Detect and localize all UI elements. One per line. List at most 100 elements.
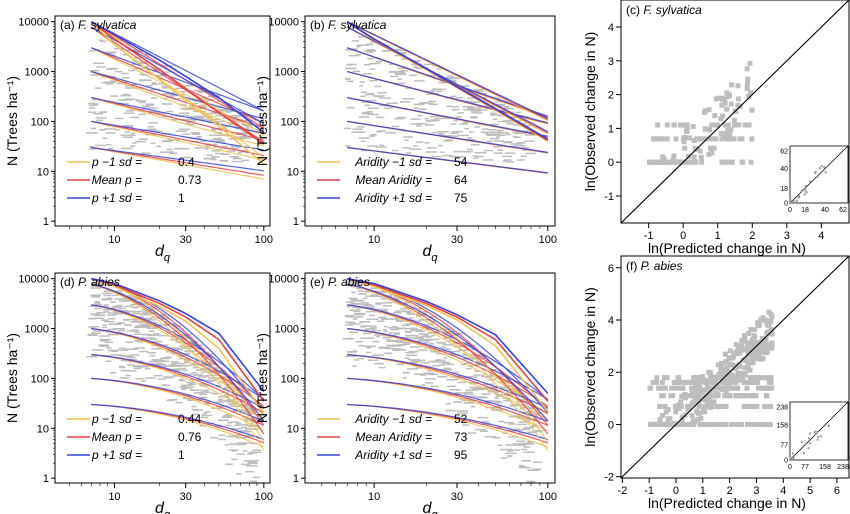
- legend-label: p −1 sd =: [91, 155, 142, 169]
- x-tick-label: 0: [680, 230, 686, 242]
- scatter-point: [762, 350, 768, 356]
- scatter-point: [680, 379, 686, 385]
- observation-segments: [86, 28, 254, 163]
- scatter-point: [653, 136, 659, 142]
- scatter-point: [694, 136, 700, 142]
- model-curve-high: [347, 403, 548, 441]
- scatter-point: [660, 154, 666, 160]
- scatter-point: [728, 127, 734, 133]
- scatter-point: [735, 96, 741, 102]
- scatter-point: [718, 130, 724, 136]
- scatter-point: [689, 401, 695, 407]
- legend-entry: Aridity +1 sd = 75: [317, 191, 468, 205]
- legend-value: 0.44: [178, 412, 202, 426]
- scatter-point: [745, 363, 751, 369]
- scatter-point: [745, 379, 751, 385]
- scatter-point: [702, 126, 708, 132]
- plot-frame: [620, 255, 850, 479]
- scatter-point: [699, 375, 705, 381]
- legend-value: 64: [454, 173, 468, 187]
- inset-point: [815, 433, 818, 436]
- scatter-point: [714, 391, 720, 397]
- scatter-point: [741, 393, 747, 399]
- y-tick-label: 10: [37, 423, 49, 435]
- model-curves: [346, 21, 549, 174]
- scatter-point: [673, 136, 679, 142]
- scatter-point: [724, 376, 730, 382]
- scatter-point: [698, 415, 704, 421]
- scatter-point: [755, 421, 761, 427]
- scatter-point: [702, 397, 708, 403]
- inset-x-tick-label: 0: [788, 207, 792, 214]
- legend-label: Mean Aridity =: [355, 430, 432, 444]
- scatter-point: [724, 90, 730, 96]
- inset-point: [798, 196, 801, 199]
- legend-entry: p −1 sd = 0.44: [67, 412, 202, 426]
- scatter-point: [739, 337, 745, 343]
- scatter-point: [754, 345, 760, 351]
- scatter-point: [718, 116, 724, 122]
- scatter-point: [697, 148, 703, 154]
- scatter-point: [726, 385, 732, 391]
- legend-label: p +1 sd =: [91, 448, 142, 462]
- inset-point: [795, 200, 798, 203]
- scatter-point: [765, 403, 771, 409]
- scatter-point: [689, 413, 695, 419]
- scatter-point: [710, 136, 716, 142]
- y-axis-title: N (Trees ha⁻¹): [4, 76, 20, 166]
- panel-b: 1 10 100 1000 10000 10 30 100 dq N (Trees ha⁻¹) (b…: [254, 15, 557, 264]
- x-tick-label: -1: [644, 485, 654, 497]
- scatter-point: [713, 136, 719, 142]
- scatter-point: [727, 348, 733, 354]
- scatter-point: [727, 136, 733, 142]
- scatter-point: [673, 379, 679, 385]
- scatter-point: [744, 358, 750, 364]
- scatter-point: [737, 363, 743, 369]
- x-tick-label: 1: [715, 230, 721, 242]
- scatter-point: [750, 360, 756, 366]
- scatter-point: [761, 344, 767, 350]
- model-curve-high: [347, 146, 548, 174]
- inset-point: [819, 435, 822, 438]
- inset-x-tick-label: 18: [801, 207, 809, 214]
- scatter-point: [654, 379, 660, 385]
- scatter-point: [719, 387, 725, 393]
- scatter-point: [700, 405, 706, 411]
- legend-entry: p +1 sd = 1: [67, 191, 185, 205]
- scatter-point: [744, 344, 750, 350]
- scatter-point: [719, 367, 725, 373]
- scatter-point: [748, 326, 754, 332]
- model-curve-high: [91, 21, 265, 112]
- inset-point: [816, 175, 819, 178]
- scatter-point: [715, 383, 721, 389]
- y-axis-title: N (Trees ha⁻¹): [254, 76, 270, 166]
- scatter-point: [694, 375, 700, 381]
- scatter-point: [661, 375, 667, 381]
- scatter-point: [707, 393, 713, 399]
- legend-entry: Aridity +1 sd = 95: [317, 448, 468, 462]
- x-tick-label: 2: [749, 230, 755, 242]
- scatter-point: [681, 159, 687, 165]
- scatter-point: [662, 403, 668, 409]
- model-curve-high: [347, 283, 549, 422]
- y-tick-label: 10000: [268, 17, 299, 29]
- scatter-point: [724, 364, 730, 370]
- scatter-point: [747, 60, 753, 66]
- scatter-point: [747, 375, 753, 381]
- inset-point: [802, 452, 805, 455]
- y-tick-label: 100: [281, 373, 299, 385]
- model-curve-high: [347, 328, 549, 401]
- legend-entry: p +1 sd = 1: [67, 448, 185, 462]
- scatter-point: [746, 93, 752, 99]
- x-tick-label: 100: [539, 491, 557, 503]
- scatter-point: [711, 145, 717, 151]
- scatter-point: [652, 421, 658, 427]
- y-tick-label: 100: [281, 116, 299, 128]
- scatter-point: [691, 154, 697, 160]
- fitted-series: [90, 21, 265, 165]
- inset-point: [804, 184, 807, 187]
- scatter-point: [647, 385, 653, 391]
- y-tick-label: 10000: [18, 17, 49, 29]
- scatter-point: [689, 390, 695, 396]
- scatter-point: [753, 379, 759, 385]
